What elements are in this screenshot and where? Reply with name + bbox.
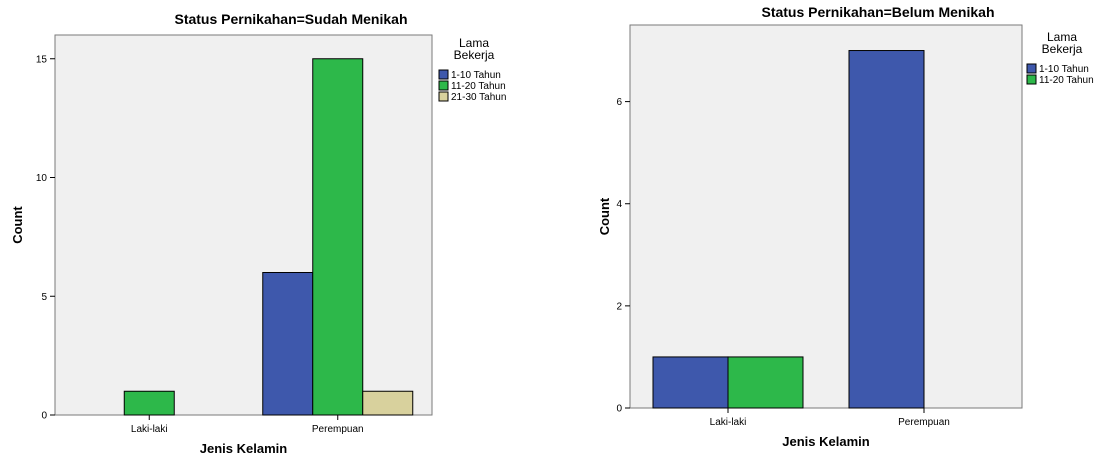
legend-title-line-2: Bekerja bbox=[454, 48, 495, 62]
legend-title-line-1: Lama bbox=[1047, 30, 1077, 44]
x-tick-label: Perempuan bbox=[898, 417, 950, 428]
bar-21-30-tahun-perempuan bbox=[362, 390, 414, 416]
chart-belum-menikah: Status Pernikahan=Belum Menikah 0 2 4 6 Count… bbox=[597, 4, 1094, 449]
y-tick-label: 5 bbox=[41, 292, 47, 303]
legend-swatch bbox=[438, 80, 449, 91]
y-axis-label: Count bbox=[10, 206, 25, 244]
chart-title: Status Pernikahan=Belum Menikah bbox=[761, 4, 994, 20]
legend-swatch bbox=[1026, 63, 1037, 74]
y-tick-label: 0 bbox=[41, 411, 47, 422]
bar-1-10-tahun-perempuan bbox=[262, 272, 314, 416]
bar-1-10-tahun-perempuan bbox=[848, 50, 925, 409]
y-tick-label: 6 bbox=[616, 97, 622, 108]
legend-swatch bbox=[438, 91, 449, 102]
plot-area bbox=[54, 34, 433, 416]
legend-label: 1-10 Tahun bbox=[1039, 64, 1089, 75]
y-tick-label: 4 bbox=[616, 199, 622, 210]
legend-swatch bbox=[1026, 74, 1037, 85]
legend-label: 11-20 Tahun bbox=[451, 81, 506, 92]
legend-label: 21-30 Tahun bbox=[451, 92, 506, 103]
y-tick-label: 0 bbox=[616, 404, 622, 415]
y-tick-label: 15 bbox=[36, 54, 48, 65]
x-tick-label: Perempuan bbox=[312, 424, 364, 435]
bar-11-20-tahun-laki-laki bbox=[727, 356, 804, 409]
x-tick-label: Laki-laki bbox=[710, 417, 747, 428]
legend-label: 11-20 Tahun bbox=[1039, 75, 1094, 86]
legend-title-line-2: Bekerja bbox=[1042, 42, 1083, 56]
legend-label: 1-10 Tahun bbox=[451, 70, 501, 81]
legend-swatch bbox=[438, 69, 449, 80]
y-tick-label: 2 bbox=[616, 301, 622, 312]
bar-11-20-tahun-laki-laki bbox=[123, 390, 175, 416]
bar-1-10-tahun-laki-laki bbox=[652, 356, 729, 409]
chart-title: Status Pernikahan=Sudah Menikah bbox=[174, 11, 407, 27]
chart-sudah-menikah: Status Pernikahan=Sudah Menikah 0 5 10 15 Cou… bbox=[10, 11, 506, 456]
y-axis-label: Count bbox=[597, 197, 612, 235]
bar-11-20-tahun-perempuan bbox=[312, 58, 364, 416]
legend-title-line-1: Lama bbox=[459, 36, 489, 50]
x-tick-label: Laki-laki bbox=[131, 424, 168, 435]
plot-area bbox=[629, 24, 1023, 409]
x-axis-label: Jenis Kelamin bbox=[782, 434, 869, 449]
y-tick-label: 10 bbox=[36, 173, 48, 184]
x-axis-label: Jenis Kelamin bbox=[200, 441, 287, 456]
